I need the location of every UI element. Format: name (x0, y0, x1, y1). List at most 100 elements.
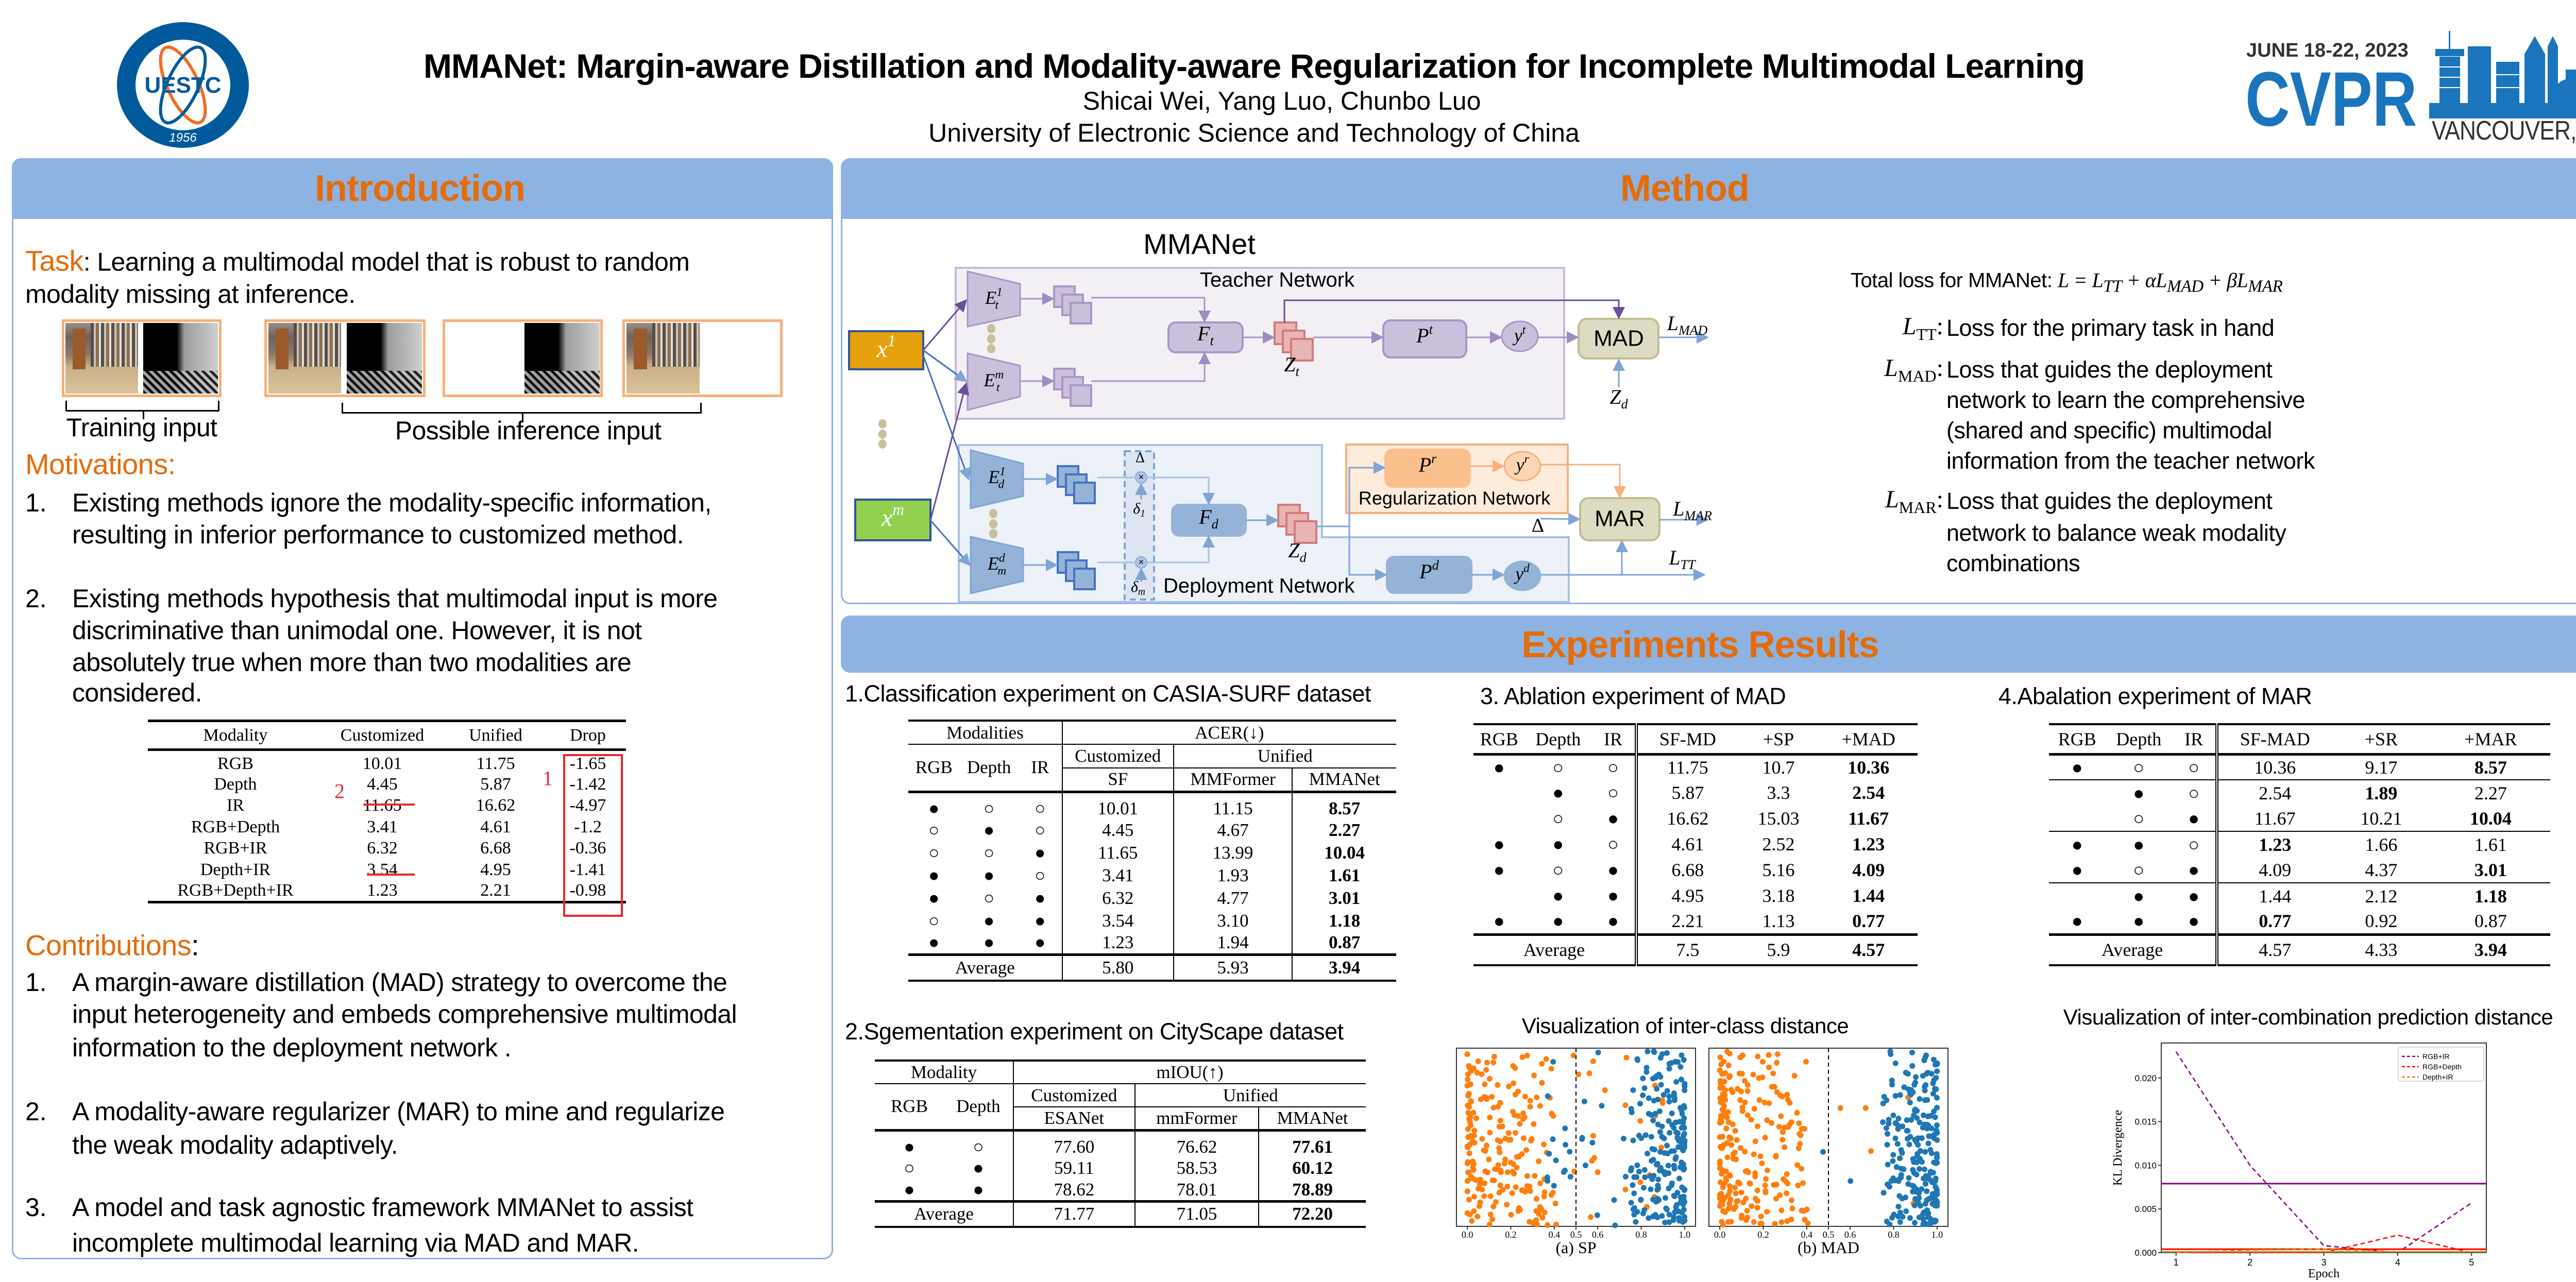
table-cell: 10.01 (362, 754, 402, 773)
modality-indicator: ● (984, 819, 995, 840)
class-1-point (1934, 1068, 1940, 1074)
logo-year: 1956 (169, 131, 197, 145)
class-1-point (1913, 1189, 1920, 1195)
table-cell: IR (227, 796, 244, 815)
class-1-point (1671, 1166, 1677, 1172)
math-label: Fd (1198, 505, 1218, 532)
table-cell: 9.17 (2331, 754, 2431, 780)
class-1-point (1680, 1119, 1686, 1125)
class-0-point (1797, 1141, 1803, 1147)
annotation-2: 2 (334, 779, 345, 803)
ellipsis-dot (987, 334, 995, 344)
class-1-point (1880, 1119, 1886, 1125)
class-1-point (1906, 1141, 1912, 1148)
class-0-point (1466, 1150, 1472, 1156)
kl-title: Visualization of inter-combination predi… (2063, 1005, 2553, 1029)
class-0-point (1791, 1072, 1798, 1079)
class-1-point (1912, 1137, 1918, 1143)
table-cell: 72.20 (1258, 1201, 1366, 1228)
class-1-point (1681, 1103, 1687, 1109)
class-1-point (1594, 1212, 1600, 1218)
class-0-point (1799, 1207, 1805, 1213)
classification-table: Modalities ACER(↓) RGB Depth IR Customized Uni… (908, 720, 1396, 982)
class-0-point (1717, 1054, 1723, 1061)
x-axis-label: Epoch (2308, 1267, 2340, 1280)
class-1-point (1659, 1213, 1665, 1219)
ellipsis-dot (987, 344, 995, 353)
class-1-point (1653, 1074, 1659, 1081)
class-1-point (1886, 1117, 1892, 1123)
class-0-point (1725, 1205, 1732, 1211)
table-cell: 1.66 (2365, 834, 2398, 855)
label-sub: d (1212, 517, 1219, 532)
class-0-point (1751, 1106, 1757, 1112)
class-1-point (1934, 1159, 1940, 1166)
table-cell: 11.75 (476, 754, 515, 773)
modality-indicator: ● (1473, 909, 1525, 936)
table-cell: 5.93 (1173, 954, 1293, 982)
class-0-point (1602, 1087, 1608, 1093)
class-1-point (1562, 1125, 1568, 1132)
modality-indicator: ● (973, 1158, 984, 1178)
math-label: LTT (1668, 546, 1696, 572)
class-1-point (1890, 1175, 1896, 1182)
header-row: SF MMFormer MMANet (908, 768, 1396, 793)
connector-arrow (1283, 299, 1625, 322)
class-0-point (1497, 1149, 1503, 1155)
item-number: 1. (25, 488, 47, 517)
average-row: Average 4.57 4.33 3.94 (2049, 934, 2550, 966)
class-1-point (1895, 1126, 1901, 1132)
ellipsis-dot (878, 439, 887, 449)
ellipsis-dot (989, 519, 997, 528)
class-0-point (1751, 1219, 1757, 1225)
modality-indicator: ○ (984, 798, 995, 818)
class-1-point (1911, 1159, 1917, 1165)
class-1-point (1675, 1144, 1682, 1150)
class-0-point (1504, 1183, 1511, 1189)
class-0-point (1514, 1165, 1520, 1171)
class-0-point (1754, 1205, 1760, 1211)
class-0-point (1724, 1115, 1730, 1121)
class-1-point (1890, 1152, 1896, 1158)
class-1-point (1934, 1061, 1940, 1067)
modality-indicator: ● (943, 1179, 1013, 1203)
class-1-point (1664, 1050, 1670, 1056)
class-1-point (1917, 1096, 1923, 1102)
class-0-point (1475, 1186, 1481, 1192)
math-label: δ1 (1133, 500, 1145, 520)
modality-indicator: ● (875, 1179, 944, 1203)
table-row: ● ● 4.95 3.18 1.44 (1473, 883, 1918, 909)
class-0-point (1744, 1207, 1750, 1213)
x-tick-label: 3 (2321, 1257, 2326, 1268)
class-1-point (1912, 1196, 1918, 1202)
class-1-point (1673, 1079, 1680, 1085)
average-row: Average 7.5 5.9 4.57 (1473, 934, 1918, 966)
class-0-point (1764, 1117, 1770, 1123)
class-0-point (1482, 1168, 1488, 1174)
class-1-point (1894, 1141, 1901, 1147)
class-0-point (1723, 1125, 1730, 1132)
class-0-point (1722, 1070, 1728, 1076)
table-cell: 11.67 (1848, 808, 1889, 829)
class-0-point (1492, 1166, 1498, 1172)
class-1-point (1662, 1150, 1668, 1156)
class-1-point (1682, 1083, 1688, 1089)
class-0-point (1720, 1197, 1726, 1203)
class-0-point (1511, 1112, 1517, 1118)
table-row: Depth+IR 3.54 4.95 -1.41 (148, 859, 626, 881)
class-0-point (1750, 1071, 1756, 1078)
modality-indicator: ○ (2105, 754, 2172, 780)
class-1-point (1671, 1214, 1677, 1220)
class-1-point (1657, 1165, 1664, 1171)
segmentation-table: Modality mIOU(↑) RGB Depth Customized Unified… (875, 1059, 1366, 1228)
table-cell: 3.3 (1767, 782, 1790, 803)
class-1-point (1682, 1218, 1688, 1224)
class-0-point (1474, 1070, 1480, 1076)
table-cell: 4.95 (1635, 883, 1738, 909)
class-0-point (1497, 1118, 1503, 1124)
class-0-point (1489, 1216, 1496, 1222)
math-label: yr (1514, 453, 1529, 475)
table-row: ● ○ 5.87 3.3 2.54 (1473, 780, 1918, 806)
class-0-point (1780, 1137, 1786, 1143)
header-row: RGB Depth IR SF-MAD +SR +MAR (2049, 723, 2550, 756)
